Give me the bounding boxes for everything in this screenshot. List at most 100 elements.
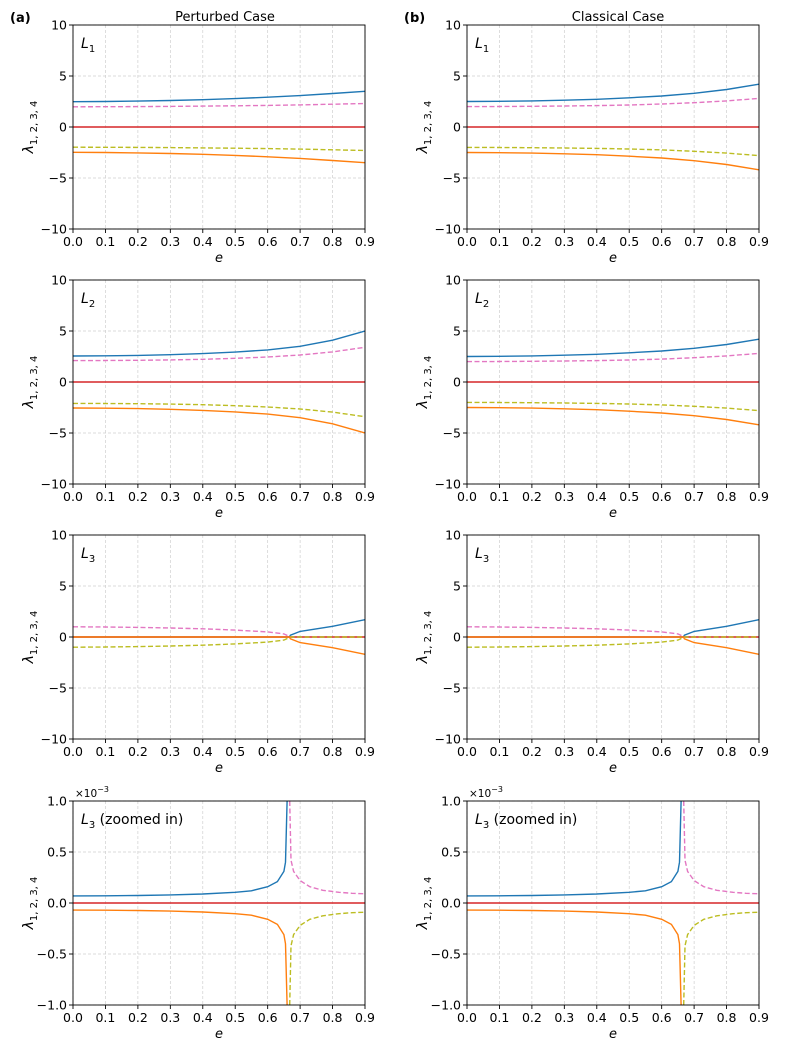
panel-b-2-series-4 <box>467 636 759 648</box>
panel-a-0-xlabel: e <box>215 251 223 266</box>
panel-a-3-xtick-label: 0.9 <box>355 1010 375 1025</box>
panel-b-0-series-group <box>467 83 759 171</box>
panel-a-0-ytick-label: 5 <box>59 69 67 84</box>
panel-b-2-ytick-label: 5 <box>453 579 461 594</box>
panel-a-2-panel-label-main: L <box>81 546 89 562</box>
panel-b-0-ylabel-main: λ <box>415 145 431 154</box>
panel-a-1-series-1 <box>73 330 365 357</box>
panel-b-0-xtick-label: 0.0 <box>457 234 477 249</box>
column-a-letter: (a) <box>10 11 31 26</box>
panel-b-2-xtick-label: 0.4 <box>587 744 607 759</box>
panel-a-0-ytick-label: −10 <box>41 222 67 237</box>
panel-b-2-series-1 <box>467 619 759 638</box>
panel-b-1-ytick-label: −10 <box>435 477 461 492</box>
panel-b-1-panel-label: L2 <box>475 291 489 310</box>
panel-a-3-xtick-label: 0.1 <box>95 1010 115 1025</box>
panel-a-2-xtick-label: 0.6 <box>258 744 278 759</box>
panel-b-1-series-1 <box>467 338 759 358</box>
panel-a-3-ytick-label: −0.5 <box>37 947 67 962</box>
column-b-heading: Classical Case <box>572 10 665 25</box>
panel-b-2-ytick-label: −5 <box>443 681 461 696</box>
panel-a-3-xtick-label: 0.5 <box>225 1010 245 1025</box>
panel-b-3-offset-base: ×10 <box>469 788 491 800</box>
panel-a-1-xtick-label: 0.4 <box>193 489 213 504</box>
panel-b-2-ylabel: λ1, 2, 3, 4 <box>415 611 434 665</box>
panel-a-3-panel-label-main: L <box>81 812 89 828</box>
panel-a-1-panel-label-main: L <box>81 291 89 307</box>
panel-a-2-series-5 <box>73 636 365 655</box>
panel-a-0-ytick-label: 10 <box>51 18 67 33</box>
panel-a-0-xtick-label: 0.5 <box>225 234 245 249</box>
panel-b-1-xtick-label: 0.5 <box>619 489 639 504</box>
panel-b-2-series-group <box>467 619 759 655</box>
column-a-heading: Perturbed Case <box>175 10 275 25</box>
panel-b-2-panel-label: L3 <box>475 546 489 565</box>
panel-b-3-series-1 <box>467 801 682 897</box>
panel-b-3: 0.0 0.1 0.2 0.3 0.4 0.5 0.6 0.7 0.8 0.9 −1.0 −0.5 0.… <box>415 785 769 1042</box>
panel-b-2-xtick-label: 0.2 <box>522 744 542 759</box>
panel-b-1-xtick-label: 0.3 <box>554 489 574 504</box>
panel-b-0-xtick-label: 0.4 <box>587 234 607 249</box>
panel-b-3-ytick-label: 0.5 <box>441 845 461 860</box>
panel-b-1-ytick-label: 10 <box>445 273 461 288</box>
panel-a-3-series-1 <box>73 801 288 897</box>
panel-a-0-xtick-label: 0.3 <box>160 234 180 249</box>
panel-a-2-xtick-label: 0.3 <box>160 744 180 759</box>
panel-a-2-panel-label: L3 <box>81 546 95 565</box>
panel-a-3-xtick-label: 0.3 <box>160 1010 180 1025</box>
panel-a-0-xtick-label: 0.1 <box>95 234 115 249</box>
panel-b-0-ytick-label: 10 <box>445 18 461 33</box>
panel-a-0-xtick-label: 0.4 <box>193 234 213 249</box>
panel-a-1-xtick-label: 0.0 <box>63 489 83 504</box>
panel-a-2-xtick-label: 0.2 <box>128 744 148 759</box>
panel-a-2-xtick-label: 0.9 <box>355 744 375 759</box>
panel-b-0-xtick-label: 0.8 <box>717 234 737 249</box>
panel-a-2-ytick-label: −5 <box>49 681 67 696</box>
panel-a-3-ytick-label: 0.5 <box>47 845 67 860</box>
panel-b-0-series-4 <box>467 146 759 157</box>
panel-b-1-ylabel-sub: 1, 2, 3, 4 <box>423 356 434 401</box>
panel-a-1-ytick-label: −10 <box>41 477 67 492</box>
panel-a-2-series-group <box>73 619 365 655</box>
panel-b-1-series-4 <box>467 401 759 412</box>
panel-a-3-offset-label: ×10−3 <box>75 785 109 800</box>
panel-a-3-xlabel: e <box>215 1027 223 1042</box>
panel-a-0-panel-label-main: L <box>81 36 89 52</box>
panel-b-3-xtick-label: 0.6 <box>652 1010 672 1025</box>
panel-b-1-xtick-label: 0.1 <box>489 489 509 504</box>
panel-a-0-xtick-label: 0.6 <box>258 234 278 249</box>
panel-a-2-xtick-label: 0.5 <box>225 744 245 759</box>
panel-a-1-series-5 <box>73 407 365 434</box>
panel-b-0-panel-label-sub: 1 <box>483 44 489 55</box>
panel-b-0-ytick-label: 5 <box>453 69 461 84</box>
panel-b-3-xtick-label: 0.9 <box>749 1010 769 1025</box>
panel-a-3-ytick-label: 1.0 <box>47 794 67 809</box>
panel-a-2-xtick-label: 0.1 <box>95 744 115 759</box>
panel-a-3-ylabel: λ1, 2, 3, 4 <box>21 877 40 931</box>
panel-a-2-xtick-label: 0.8 <box>323 744 343 759</box>
panel-a-1-xlabel: e <box>215 506 223 521</box>
panel-a-2-xtick-label: 0.7 <box>290 744 310 759</box>
panel-a-3-offset-exp: −3 <box>97 785 109 794</box>
panel-b-2-xtick-label: 0.7 <box>684 744 704 759</box>
panel-b-0-ylabel-sub: 1, 2, 3, 4 <box>423 101 434 146</box>
panel-a-2-panel-label-sub: 3 <box>89 554 95 565</box>
panel-b-0-ytick-label: −10 <box>435 222 461 237</box>
panel-a-0-xtick-label: 0.2 <box>128 234 148 249</box>
panel-b-0-xtick-label: 0.1 <box>489 234 509 249</box>
panel-a-3: 0.0 0.1 0.2 0.3 0.4 0.5 0.6 0.7 0.8 0.9 −1.0 −0.5 0.… <box>21 785 375 1042</box>
panel-b-2: 0.0 0.1 0.2 0.3 0.4 0.5 0.6 0.7 0.8 0.9 −10 −5 0 5 10 e… <box>415 528 769 777</box>
panel-b-3-ytick-label: −0.5 <box>431 947 461 962</box>
panel-b-3-series-2 <box>683 801 759 895</box>
panel-b-0-xtick-label: 0.9 <box>749 234 769 249</box>
panel-a-2-ytick-label: 10 <box>51 528 67 543</box>
panel-b-0-xtick-label: 0.6 <box>652 234 672 249</box>
panel-a-1-xtick-label: 0.5 <box>225 489 245 504</box>
panel-b-2-ytick-label: 10 <box>445 528 461 543</box>
panel-b-0-ylabel: λ1, 2, 3, 4 <box>415 101 434 155</box>
panel-a-1-ytick-label: 10 <box>51 273 67 288</box>
panel-b-3-panel-label: L3 (zoomed in) <box>475 812 577 831</box>
panel-a-3-xtick-label: 0.2 <box>128 1010 148 1025</box>
panel-b-0-xlabel: e <box>609 251 617 266</box>
panel-b-3-xtick-label: 0.0 <box>457 1010 477 1025</box>
